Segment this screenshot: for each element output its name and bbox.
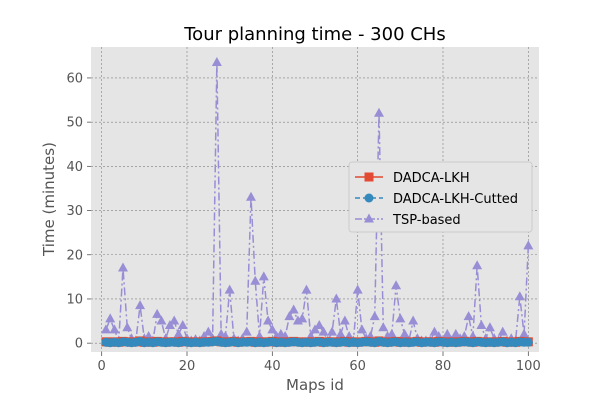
data-point — [211, 56, 222, 66]
x-tick-label: 100 — [516, 359, 541, 374]
x-tick-label: 80 — [435, 359, 452, 374]
data-point — [224, 284, 235, 294]
y-tick-label: 60 — [66, 71, 83, 86]
y-tick-label: 30 — [66, 204, 83, 219]
x-tick-label: 0 — [98, 359, 106, 374]
y-tick-label: 40 — [66, 160, 83, 175]
x-tick-label: 20 — [179, 359, 196, 374]
x-tick-label: 40 — [264, 359, 281, 374]
data-point — [135, 300, 146, 310]
data-point — [118, 262, 128, 272]
data-point — [100, 324, 111, 334]
data-point — [288, 304, 299, 314]
y-axis: 0 10 20 30 40 50 60 — [66, 71, 91, 352]
legend-item: DADCA-LKH — [355, 171, 470, 186]
legend-marker — [364, 172, 374, 182]
data-point — [331, 293, 342, 303]
data-point — [327, 326, 338, 336]
legend: DADCA-LKH DADCA-LKH-Cutted TSP-based — [348, 161, 533, 233]
series-layer — [100, 56, 534, 348]
legend-label: DADCA-LKH — [393, 171, 470, 186]
data-point — [258, 271, 269, 281]
data-point — [246, 191, 256, 201]
data-point — [519, 328, 530, 338]
data-point — [173, 328, 184, 338]
y-tick-label: 10 — [66, 292, 83, 307]
chart-title: Tour planning time - 300 CHs — [183, 24, 445, 45]
data-point — [109, 324, 120, 334]
data-point — [339, 315, 350, 325]
legend-item: TSP-based — [355, 213, 461, 228]
data-point — [314, 319, 325, 329]
y-tick-label: 0 — [75, 337, 83, 352]
legend-marker — [364, 213, 374, 223]
data-point — [476, 319, 487, 329]
data-point — [318, 326, 329, 336]
data-point — [335, 328, 346, 338]
data-point — [297, 313, 308, 323]
data-point — [241, 326, 252, 336]
data-point — [514, 291, 525, 301]
data-point — [369, 311, 380, 321]
legend-label: TSP-based — [392, 213, 461, 228]
data-point — [203, 326, 214, 336]
data-point — [284, 311, 295, 321]
data-point — [497, 326, 508, 336]
data-point — [356, 324, 367, 334]
data-point — [352, 284, 363, 294]
data-point — [484, 322, 495, 332]
data-point — [523, 240, 534, 250]
data-point — [391, 280, 402, 290]
data-point — [523, 337, 533, 347]
data-point — [156, 315, 167, 325]
legend-box — [348, 161, 533, 233]
data-point — [442, 328, 453, 338]
data-point — [395, 313, 406, 323]
y-axis-label: Time (minutes) — [40, 142, 58, 257]
x-tick-label: 60 — [349, 359, 366, 374]
y-tick-label: 50 — [66, 116, 83, 131]
data-point — [122, 322, 133, 332]
data-point — [429, 326, 440, 336]
data-point — [399, 328, 410, 338]
data-point — [463, 311, 474, 321]
data-point — [374, 107, 384, 117]
data-point — [177, 319, 188, 329]
data-point — [472, 260, 483, 270]
data-point — [267, 324, 278, 334]
data-point — [386, 328, 397, 338]
data-point — [378, 322, 389, 332]
data-point — [152, 308, 163, 318]
data-point — [263, 315, 274, 325]
data-point — [450, 328, 461, 338]
data-point — [250, 275, 261, 285]
legend-marker — [364, 193, 374, 203]
y-tick-label: 20 — [66, 248, 83, 263]
data-point — [105, 313, 116, 323]
data-point — [301, 284, 312, 294]
legend-label: DADCA-LKH-Cutted — [393, 192, 518, 207]
series-dadca-lkh-cutted — [101, 336, 533, 348]
legend-item: DADCA-LKH-Cutted — [355, 192, 518, 207]
x-axis-label: Maps id — [286, 376, 344, 394]
x-axis: 0 20 40 60 80 100 — [98, 352, 541, 374]
data-point — [408, 315, 419, 325]
data-point — [169, 315, 180, 325]
